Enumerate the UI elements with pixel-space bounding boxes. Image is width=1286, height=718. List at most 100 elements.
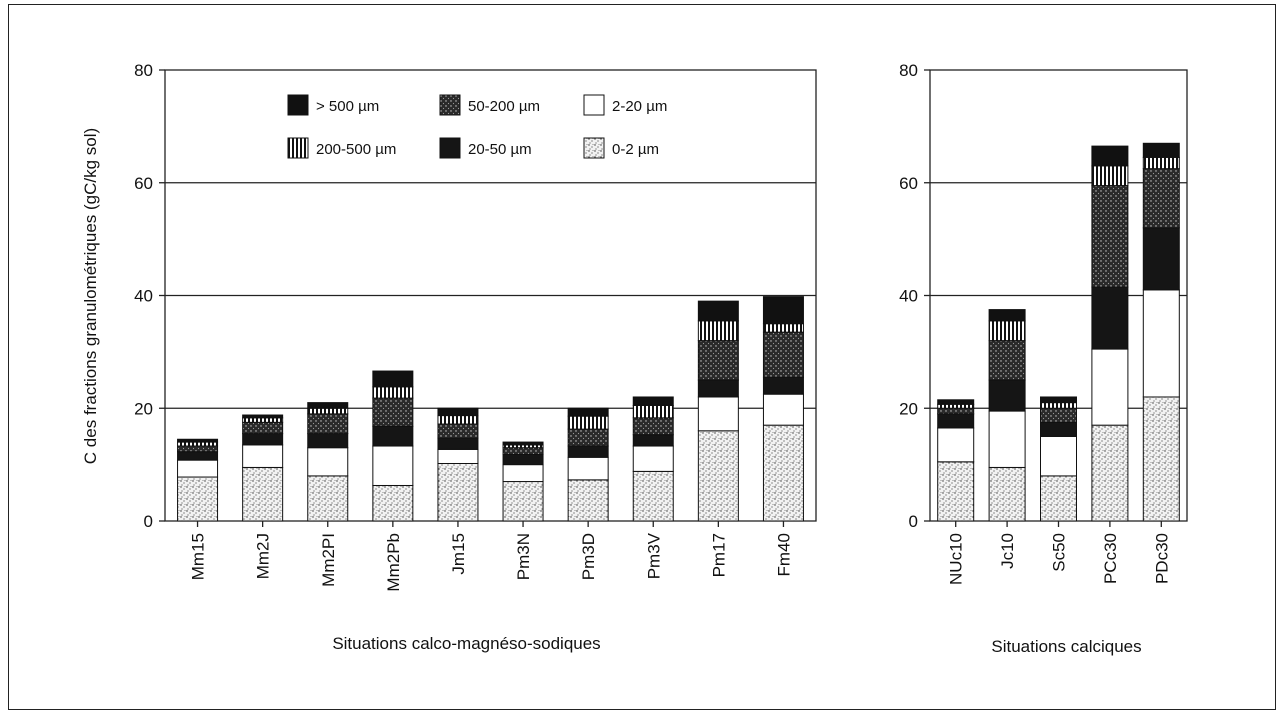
x-tick-label: Pm3N: [514, 533, 533, 580]
y-tick-label: 60: [134, 174, 153, 193]
x-tick-label: Jc10: [998, 533, 1017, 569]
bar-segment-r50_200: [1142, 168, 1180, 229]
x-tick-label: Mm2Pb: [384, 533, 403, 592]
bar-Jc10: [988, 309, 1026, 522]
panel-calciques: 0 20 40 60 80 NUc10 Jc10 Sc50 PCc30 PDc30 Situatio…: [899, 61, 1188, 656]
legend-swatch: [287, 94, 309, 116]
bar-Mm15: [177, 438, 219, 522]
bar-Mm2J: [242, 414, 284, 522]
bar-segment-r50_200: [177, 445, 219, 453]
bar-segment-r0_2: [567, 479, 609, 522]
bar-Pm3N: [502, 441, 544, 522]
bar-segment-r50_200: [937, 407, 975, 415]
bar-segment-r0_2: [697, 430, 739, 522]
bar-segment-r2_20: [697, 396, 739, 432]
bar-segment-r2_20: [307, 447, 349, 477]
bar-Mm2Pb: [372, 370, 414, 522]
legend-item-r0_2: 0-2 µm: [583, 137, 659, 159]
y-tick-label: 40: [899, 287, 918, 306]
bar-segment-r20_50: [1142, 227, 1180, 291]
bar-segment-r20_50: [697, 379, 739, 398]
x-tick-label: Pm3D: [579, 533, 598, 580]
bar-segment-r0_2: [632, 470, 674, 522]
bar-segment-r2_20: [177, 459, 219, 478]
y-tick-label: 0: [909, 512, 918, 531]
bar-NUc10: [937, 399, 975, 522]
bar-segment-r0_2: [177, 476, 219, 522]
bar-segment-r2_20: [1091, 348, 1129, 426]
bar-segment-r20_50: [242, 433, 284, 446]
bar-segment-r50_200: [697, 340, 739, 381]
bar-segment-r0_2: [437, 462, 479, 522]
bar-segment-r2_20: [1142, 289, 1180, 398]
bar-Jm15: [437, 407, 479, 522]
bar-segment-r20_50: [567, 445, 609, 458]
x-axis-title: Situations calco-magnéso-sodiques: [332, 634, 600, 653]
x-tick-label: Pm3V: [644, 532, 663, 579]
y-tick-label: 20: [899, 399, 918, 418]
x-tick-label: PDc30: [1152, 533, 1171, 584]
bar-segment-gt500: [372, 370, 414, 388]
bar-segment-r50_200: [1040, 407, 1077, 423]
bar-segment-r0_2: [502, 481, 544, 522]
bar-segment-gt500: [632, 396, 674, 406]
y-tick-label: 40: [134, 287, 153, 306]
x-tick-label: Mm2J: [254, 533, 273, 579]
legend-swatch: [583, 137, 605, 159]
bar-segment-r2_20: [937, 427, 975, 463]
bar-segment-r20_50: [1040, 421, 1077, 437]
bar-segment-gt500: [567, 407, 609, 417]
figure-frame: [8, 4, 1276, 710]
bar-segment-r0_2: [242, 466, 284, 522]
bar-segment-gt500: [177, 438, 219, 443]
legend-label: 20-50 µm: [468, 141, 532, 158]
x-tick-label: Mm2PI: [319, 533, 338, 587]
bar-segment-r20_50: [988, 379, 1026, 412]
bar-segment-r200_500: [762, 323, 804, 333]
bar-segment-r20_50: [762, 376, 804, 395]
bar-segment-r2_20: [1040, 435, 1077, 477]
y-tick-label: 0: [144, 512, 153, 531]
bar-segment-r20_50: [307, 433, 349, 449]
bar-segment-r50_200: [632, 417, 674, 436]
bar-segment-r50_200: [762, 331, 804, 378]
y-tick-label: 60: [899, 174, 918, 193]
legend-label: > 500 µm: [316, 98, 379, 115]
bar-segment-r200_500: [307, 407, 349, 415]
bar-segment-r2_20: [988, 410, 1026, 468]
bar-Pm3D: [567, 407, 609, 522]
legend-label: 0-2 µm: [612, 141, 659, 158]
legend-swatch: [583, 94, 605, 116]
bar-segment-r2_20: [502, 464, 544, 483]
y-tick-label: 80: [134, 61, 153, 80]
bar-Pm17: [697, 300, 739, 522]
y-tick-label: 80: [899, 61, 918, 80]
bar-segment-r20_50: [632, 434, 674, 447]
bar-segment-r200_500: [988, 320, 1026, 342]
bar-segment-r0_2: [1091, 424, 1129, 522]
bar-segment-r20_50: [437, 437, 479, 450]
bar-segment-r200_500: [632, 404, 674, 419]
legend-item-r200_500: 200-500 µm: [287, 137, 396, 159]
x-tick-label: Fm40: [774, 533, 793, 576]
legend-item-r50_200: 50-200 µm: [439, 94, 540, 116]
bar-segment-gt500: [242, 414, 284, 419]
bar-segment-r0_2: [1040, 475, 1077, 522]
bar-segment-r50_200: [307, 413, 349, 435]
legend-label: 50-200 µm: [468, 98, 540, 115]
bar-segment-r20_50: [937, 413, 975, 429]
legend-swatch: [287, 137, 309, 159]
legend: > 500 µm 50-200 µm 2-20 µm 200-500 µm 20-50 …: [287, 94, 667, 159]
bar-segment-gt500: [307, 402, 349, 409]
bar-segment-r50_200: [502, 447, 544, 455]
bar-segment-r20_50: [1091, 286, 1129, 350]
bar-segment-r2_20: [567, 456, 609, 481]
bar-segment-gt500: [697, 300, 739, 322]
legend-swatch: [439, 94, 461, 116]
bar-segment-gt500: [1040, 396, 1077, 404]
bar-segment-gt500: [1142, 142, 1180, 158]
bar-segment-gt500: [937, 399, 975, 405]
bar-segment-r200_500: [937, 403, 975, 409]
bar-segment-r2_20: [762, 393, 804, 426]
